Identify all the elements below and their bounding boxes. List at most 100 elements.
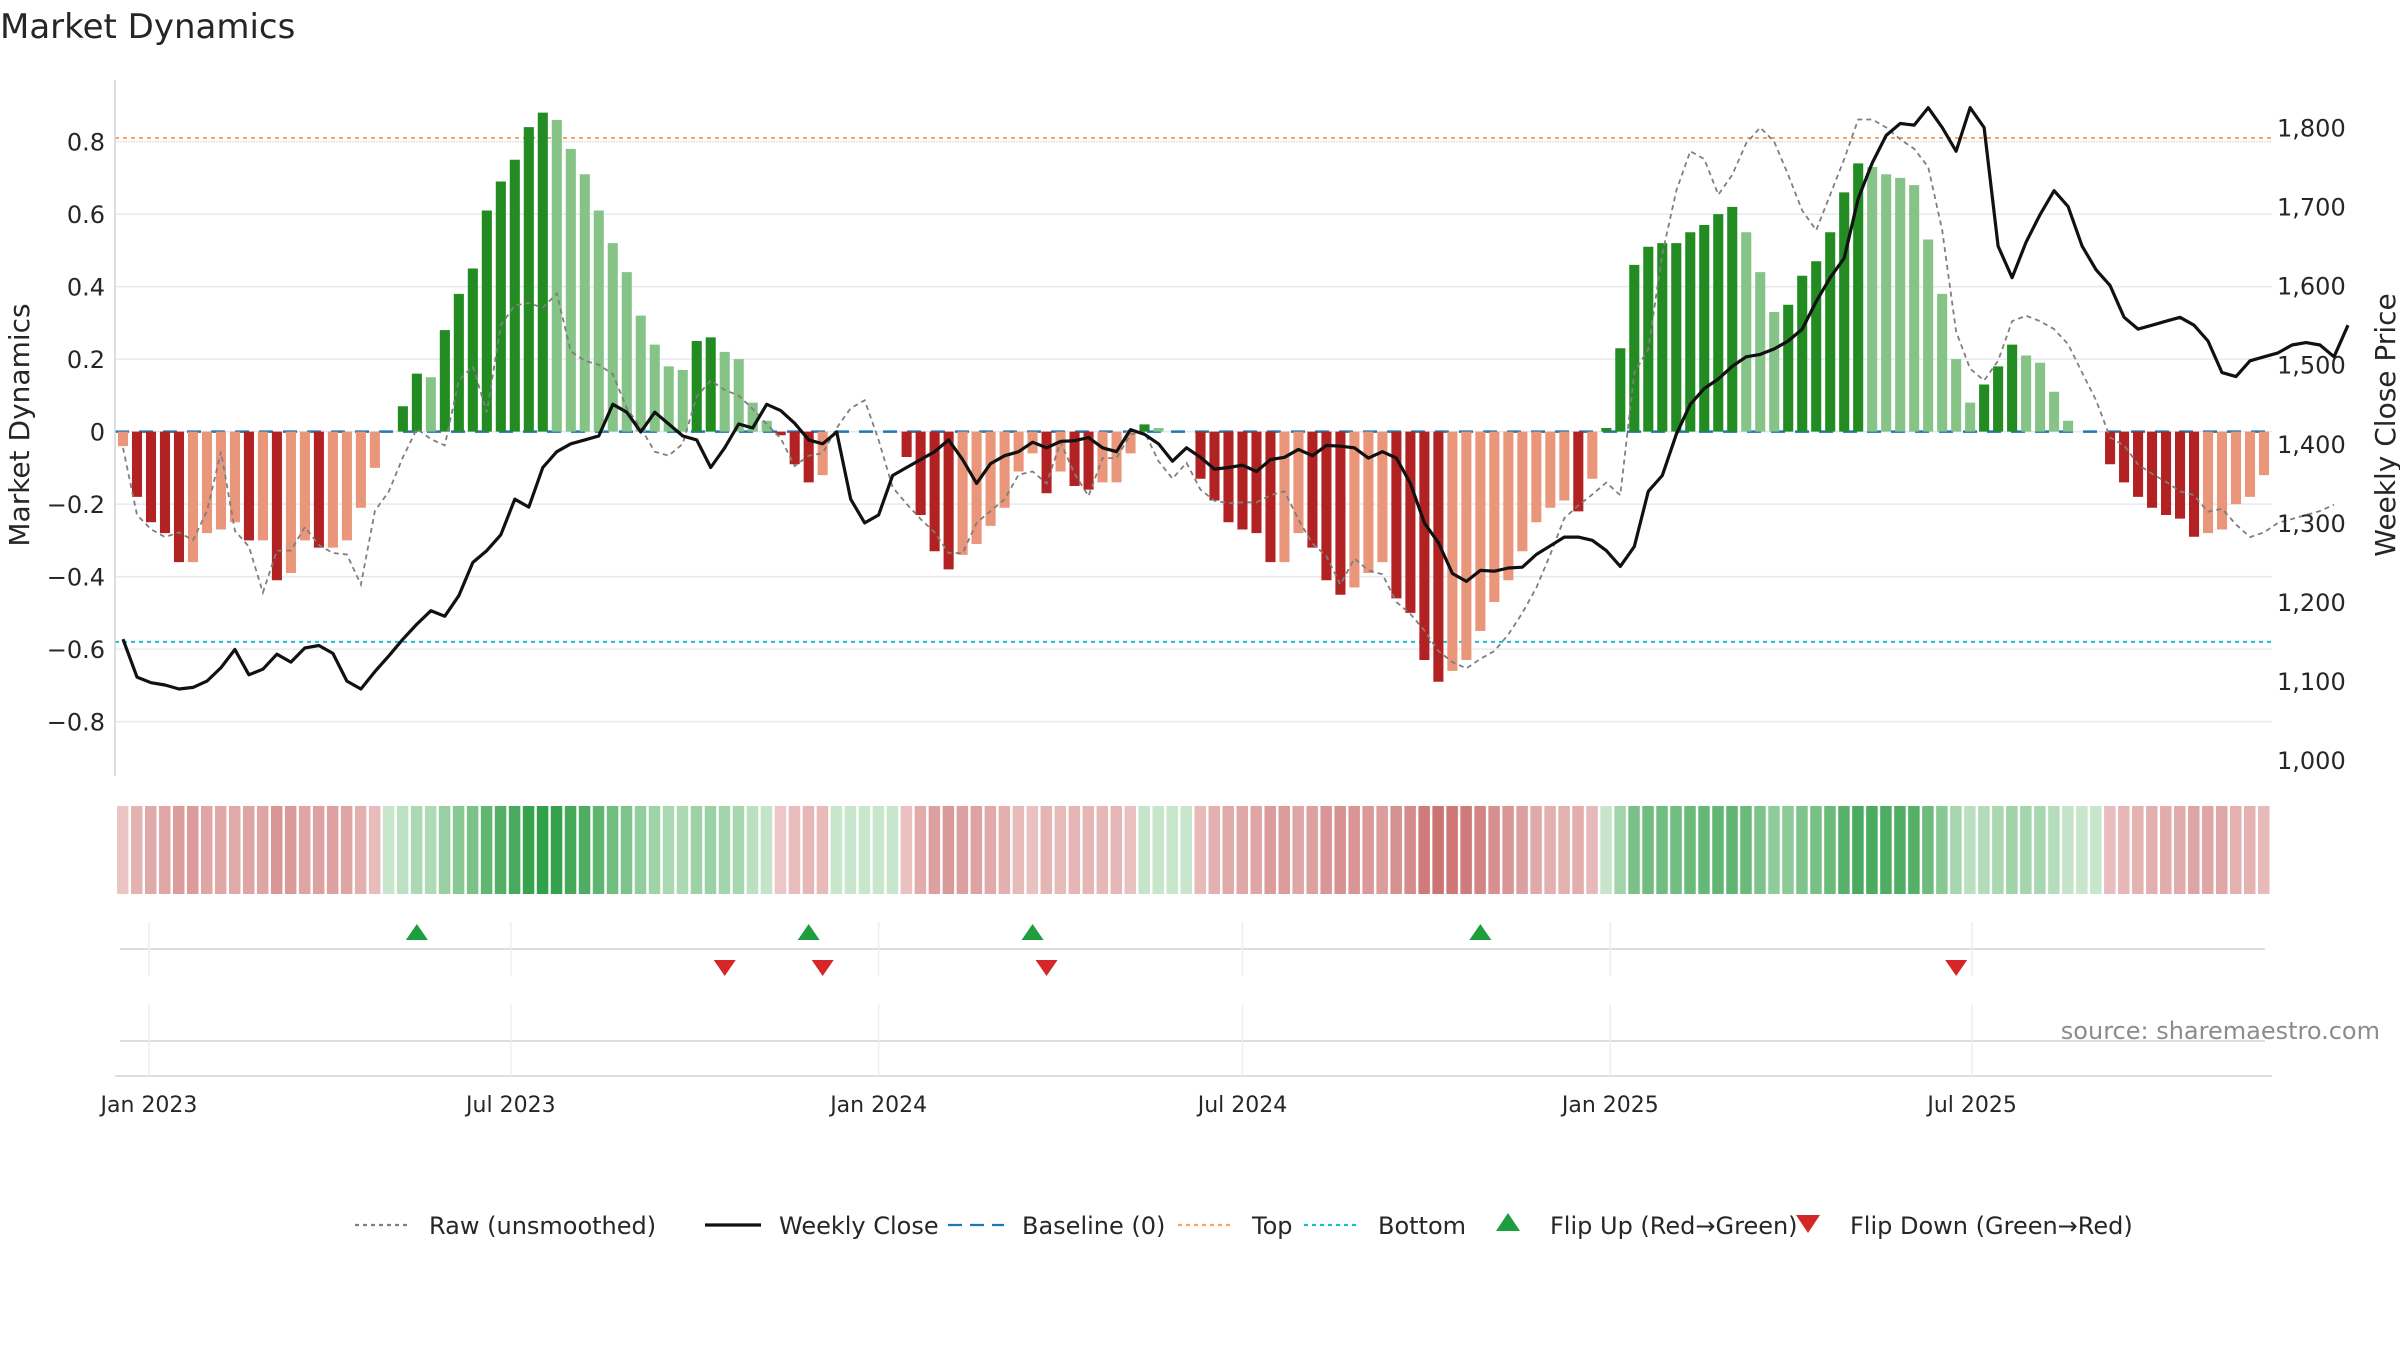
dynamics-bar [1041,431,1052,494]
legend-item: Flip Down (Green→Red) [1796,1212,2133,1240]
dynamics-bar [1153,428,1164,432]
dynamics-bar [215,431,226,530]
heat-cell [704,806,717,894]
heat-cell [802,806,815,894]
dynamics-bar [1741,232,1752,432]
left-tick-label: −0.8 [47,709,105,737]
heat-cell [2020,806,2032,894]
dynamics-bar [243,431,254,541]
heat-cell [788,806,801,894]
heat-cell [1712,806,1724,894]
chart-title: Market Dynamics [0,7,295,47]
heat-cell [2076,806,2088,894]
dynamics-bar [2202,431,2214,534]
dynamics-bar [1643,246,1654,432]
heat-cell [452,806,465,894]
legend-label: Flip Down (Green→Red) [1850,1212,2133,1240]
dynamics-bar [1279,431,1290,563]
dynamics-bar [327,431,338,548]
dynamics-bar [313,431,324,548]
dynamics-bar [2175,431,2186,519]
right-tick-label: 1,700 [2277,194,2346,222]
dynamics-bar [1755,272,1766,432]
legend-item: Top [1178,1212,1293,1240]
dynamics-bar [1545,431,1556,508]
heat-cell [1418,806,1430,894]
heat-cell [1026,806,1039,894]
x-tick-label: Jul 2025 [1925,1093,2017,1118]
heat-cell [1474,806,1486,894]
heat-cell [1530,806,1542,894]
heat-cell [1586,806,1598,894]
dynamics-bar [341,431,352,541]
dynamics-bar [1433,431,1444,682]
heat-cell [1544,806,1556,894]
heat-cell [270,806,283,894]
heat-cell [382,806,395,894]
heat-cell [1250,806,1262,894]
right-tick-label: 1,600 [2277,273,2346,301]
right-tick-label: 1,400 [2277,431,2346,459]
heat-cell [1768,806,1780,894]
dynamics-bar [2147,431,2158,508]
empty-panel [115,1040,2272,1077]
x-tick-label: Jan 2023 [99,1093,198,1118]
dynamics-bar [229,431,240,523]
dynamics-bar [1629,264,1640,432]
heat-cell [606,806,619,894]
heat-cell [1208,806,1220,894]
dynamics-bar [1993,366,2004,432]
right-tick-label: 1,300 [2277,510,2346,538]
right-tick-label: 1,500 [2277,352,2346,380]
heat-cell [858,806,871,894]
heat-cell [1558,806,1570,894]
heat-cell [2132,806,2144,894]
dynamics-bar [1769,312,1780,432]
dynamics-bar [1475,431,1486,631]
heat-cell [2146,806,2158,894]
dynamics-bar [2063,420,2074,432]
dynamics-bar [1965,402,1976,432]
dynamics-bar [201,431,212,534]
dynamics-bar [2188,431,2200,537]
heat-cell [886,806,899,894]
dynamics-bar [593,210,604,432]
heat-cell [1516,806,1528,894]
dynamics-bar [159,431,171,534]
dynamics-bar [523,127,534,432]
left-tick-label: 0.6 [67,201,105,229]
heat-cell [1166,806,1179,894]
dynamics-bar [509,159,520,432]
heat-cell [172,806,185,894]
heat-cell [1824,806,1836,894]
dynamics-bar [2021,355,2032,432]
heat-cell [522,806,535,894]
heat-cell [2230,806,2242,894]
dynamics-bar [1797,275,1808,432]
legend-item: Bottom [1304,1212,1466,1240]
dynamics-bar [705,337,716,432]
dynamics-bar [1293,431,1304,534]
heat-cell [1866,806,1878,894]
heat-cell [1264,806,1276,894]
left-tick-label: −0.6 [47,636,105,664]
heat-cell [200,806,213,894]
dynamics-bar [1909,185,1920,432]
heat-cell [1040,806,1053,894]
heat-cell [620,806,633,894]
dynamics-bar [2244,431,2256,497]
dynamics-bar [565,148,576,432]
heat-cell [438,806,451,894]
heat-cell [816,806,829,894]
dynamics-bar [915,431,926,515]
heat-cell [396,806,409,894]
heat-cell [326,806,339,894]
heat-cell [1446,806,1458,894]
dynamics-bar [1937,293,1948,432]
dynamics-bar [1321,431,1332,581]
heat-cell [1110,806,1123,894]
heat-cell [242,806,255,894]
dynamics-bar [2007,344,2018,432]
dynamics-bar [1657,243,1668,432]
legend-label: Weekly Close [779,1212,939,1240]
